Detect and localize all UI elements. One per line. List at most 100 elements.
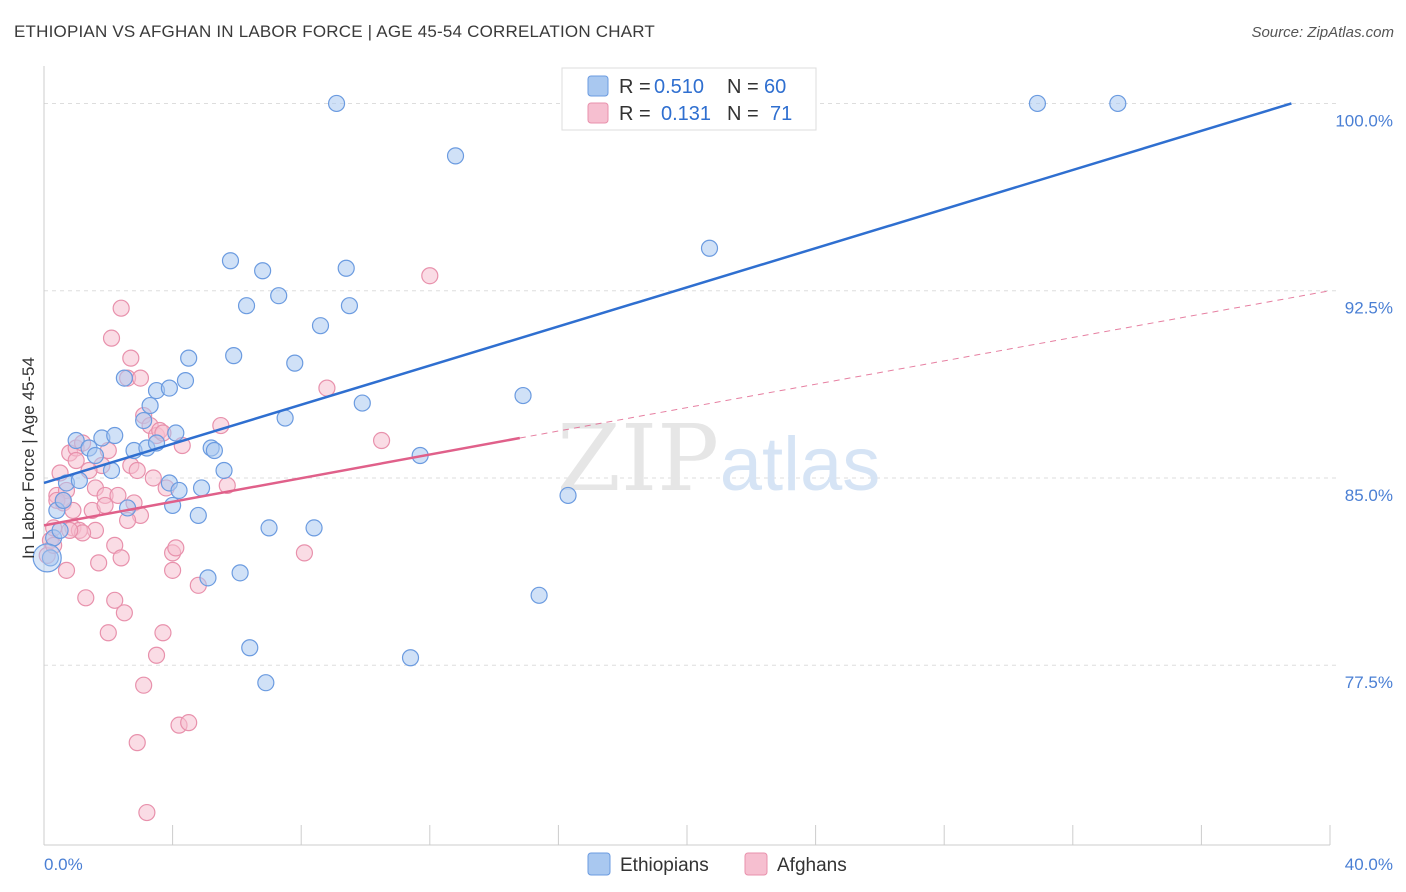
ethiopian-point: [446, 147, 465, 165]
afghan-point: [144, 469, 162, 487]
ethiopians-trend-line: [43, 102, 1292, 485]
afghan-point: [131, 369, 150, 387]
afghans-trend-line: [43, 436, 521, 527]
ethiopian-point: [221, 252, 240, 270]
ethiopian-point: [41, 549, 60, 567]
ethiopian-point: [115, 369, 133, 387]
x-tick-label-min: 0.0%: [44, 855, 83, 874]
afghan-point: [295, 544, 314, 562]
ethiopian-point: [286, 354, 304, 372]
ethiopian-point: [254, 262, 272, 280]
bottom-legend-swatch-afghans: [744, 852, 768, 876]
ethiopian-point: [327, 94, 346, 113]
afghan-point: [164, 561, 182, 579]
ethiopian-point: [311, 317, 330, 335]
ethiopian-point: [141, 396, 159, 415]
afghan-point: [167, 539, 185, 557]
afghan-point: [128, 461, 146, 480]
ethiopian-point: [401, 649, 420, 667]
afghan-point: [421, 267, 439, 285]
afghan-point: [106, 591, 124, 609]
source-credit: Source: ZipAtlas.com: [1251, 24, 1394, 41]
legend-n-value-afghans: 71: [770, 103, 792, 125]
y-tick-label: 85.0%: [1345, 486, 1393, 505]
ethiopian-point: [353, 394, 371, 412]
bottom-legend-swatch-ethiopians: [587, 852, 611, 876]
ethiopian-point: [305, 519, 323, 537]
ethiopian-point: [514, 386, 532, 405]
y-tick-label: 77.5%: [1345, 673, 1393, 692]
y-axis-label: In Labor Force | Age 45-54: [19, 357, 38, 559]
ethiopian-point: [54, 491, 72, 510]
legend-swatch-ethiopians: [587, 75, 609, 97]
ethiopian-point: [241, 639, 259, 657]
afghan-point: [135, 676, 153, 694]
ethiopian-point: [215, 461, 233, 480]
afghan-point: [102, 329, 121, 347]
afghan-point: [77, 589, 95, 607]
ethiopian-point: [559, 486, 577, 505]
watermark-zip: ZIP: [557, 405, 719, 512]
legend-swatch-afghans: [587, 102, 609, 124]
watermark: ZIP atlas: [557, 405, 880, 512]
bottom-legend-afghans: Afghans: [777, 855, 847, 876]
ethiopian-point: [180, 349, 198, 367]
x-tick-label-max: 40.0%: [1345, 855, 1393, 874]
legend-r-value-ethiopians: 0.510: [654, 76, 704, 98]
ethiopian-point: [167, 424, 185, 442]
ethiopian-point: [260, 519, 278, 537]
bottom-legend: Ethiopians Afghans: [587, 852, 847, 876]
ethiopian-point: [199, 569, 217, 587]
ethiopian-point: [270, 287, 288, 305]
afghan-point: [154, 624, 172, 642]
axes: [43, 66, 1331, 846]
ethiopian-point-large: [32, 543, 62, 573]
legend-r-value-afghans: 0.131: [661, 103, 711, 125]
trend-lines: [43, 102, 1331, 527]
afghan-point: [138, 803, 156, 822]
bottom-legend-ethiopians: Ethiopians: [620, 855, 709, 876]
y-tick-label: 100.0%: [1335, 111, 1393, 130]
chart-title: ETHIOPIAN VS AFGHAN IN LABOR FORCE | AGE…: [14, 22, 656, 41]
ethiopian-point: [170, 481, 188, 500]
legend-r-label-afghans: R =: [619, 103, 651, 125]
afghan-point: [115, 604, 133, 622]
ethiopian-point: [530, 586, 548, 604]
legend-n-label-afghans: N =: [727, 103, 759, 125]
ethiopian-point: [51, 521, 69, 540]
ethiopian-point: [205, 441, 223, 460]
afghan-point: [122, 349, 140, 367]
legend-n-label-ethiopians: N =: [727, 76, 759, 98]
afghan-point: [57, 561, 76, 579]
ethiopian-point: [67, 431, 85, 450]
legend: R = 0.510 N = 60 R = 0.131 N = 71: [561, 67, 817, 131]
ethiopian-point: [700, 239, 719, 257]
afghan-point: [112, 549, 130, 567]
afghan-point: [99, 624, 117, 642]
watermark-atlas: atlas: [720, 422, 881, 507]
afghan-point: [67, 451, 85, 470]
ethiopian-point: [86, 446, 105, 465]
afghan-point: [112, 299, 130, 317]
ethiopian-point: [135, 411, 153, 430]
ethiopian-point: [237, 297, 256, 315]
ethiopian-point: [231, 564, 249, 582]
ethiopian-point: [106, 426, 124, 445]
ethiopian-point: [257, 674, 275, 692]
afghan-point: [147, 646, 166, 664]
ethiopian-point: [340, 297, 359, 315]
ethiopian-point: [225, 347, 243, 365]
afghans-trend-extension: [519, 290, 1331, 439]
afghan-point: [372, 431, 391, 450]
y-tick-label: 92.5%: [1345, 299, 1393, 318]
ethiopian-point: [160, 379, 178, 397]
tick-labels: 77.5% 85.0% 92.5% 100.0% 0.0% 40.0%: [44, 111, 1393, 874]
legend-n-value-ethiopians: 60: [764, 76, 786, 98]
ethiopian-point: [189, 506, 207, 525]
afghan-point: [180, 714, 198, 732]
ethiopian-point: [1028, 94, 1047, 113]
afghan-point: [109, 486, 127, 505]
afghan-point: [318, 379, 336, 397]
ethiopian-point: [337, 259, 355, 277]
